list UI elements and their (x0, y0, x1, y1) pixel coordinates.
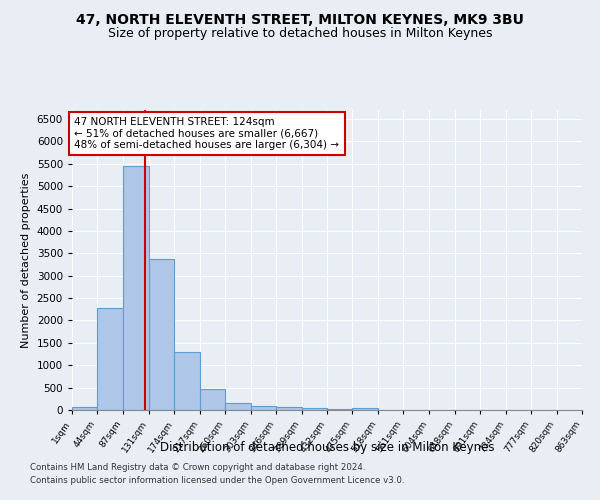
Y-axis label: Number of detached properties: Number of detached properties (21, 172, 31, 348)
Text: Contains HM Land Registry data © Crown copyright and database right 2024.: Contains HM Land Registry data © Crown c… (30, 464, 365, 472)
Text: Size of property relative to detached houses in Milton Keynes: Size of property relative to detached ho… (108, 28, 492, 40)
Bar (123, 166, 149, 410)
Text: 47 NORTH ELEVENTH STREET: 124sqm
← 51% of detached houses are smaller (6,667)
48: 47 NORTH ELEVENTH STREET: 124sqm ← 51% o… (74, 116, 340, 150)
Bar (352, 408, 378, 410)
Bar (72, 407, 97, 410)
Bar (327, 409, 352, 410)
Bar (200, 388, 225, 410)
Bar (276, 407, 302, 410)
Bar (97, 308, 123, 410)
Bar (225, 403, 251, 410)
Bar (302, 408, 327, 410)
Text: 47, NORTH ELEVENTH STREET, MILTON KEYNES, MK9 3BU: 47, NORTH ELEVENTH STREET, MILTON KEYNES… (76, 12, 524, 26)
Bar (149, 258, 175, 410)
Text: Contains public sector information licensed under the Open Government Licence v3: Contains public sector information licen… (30, 476, 404, 485)
Bar (251, 406, 276, 410)
Bar (175, 352, 200, 410)
Text: Distribution of detached houses by size in Milton Keynes: Distribution of detached houses by size … (160, 441, 494, 454)
